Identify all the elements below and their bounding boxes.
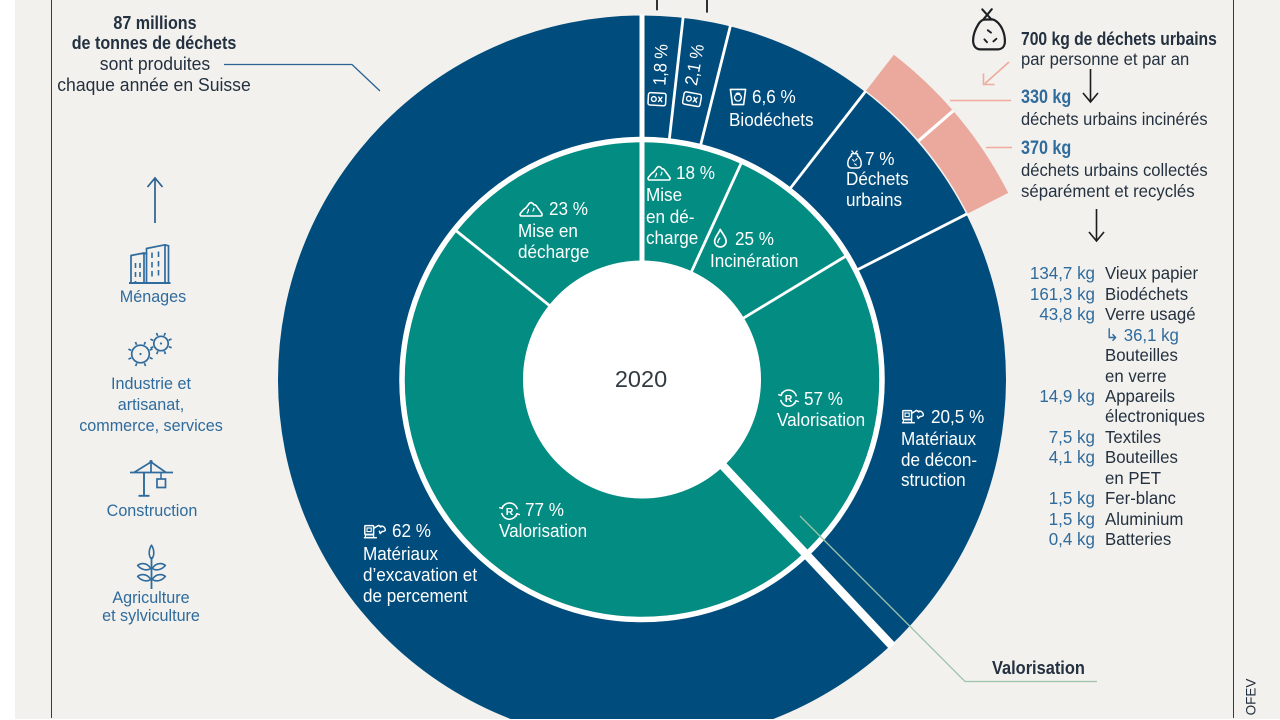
svg-text:R: R <box>785 393 793 405</box>
svg-text:R: R <box>506 506 514 518</box>
